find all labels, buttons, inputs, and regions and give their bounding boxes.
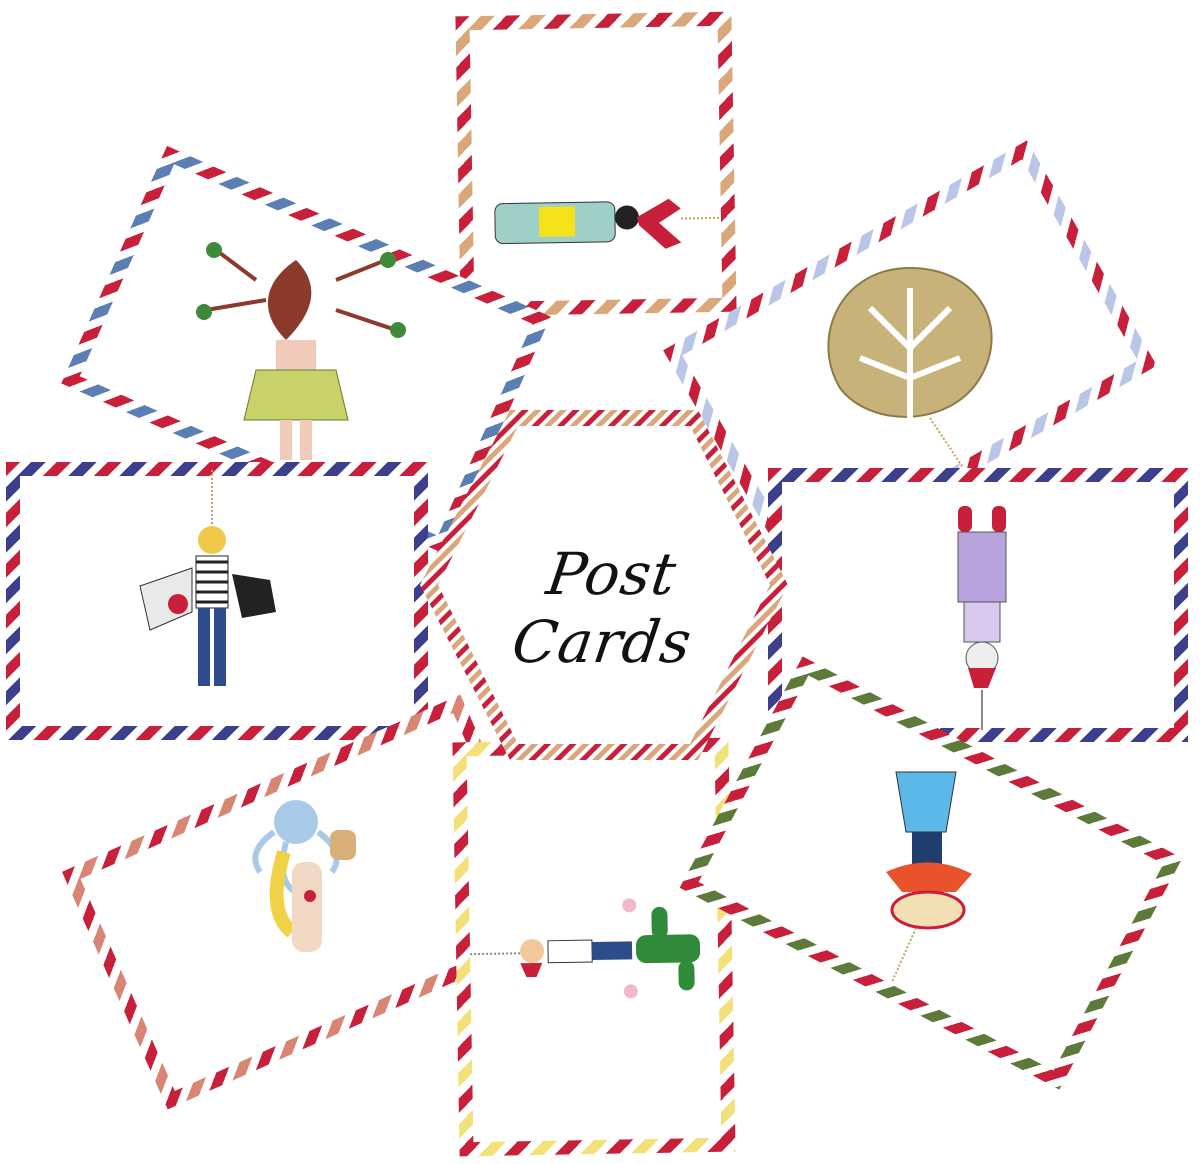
card-top-figure[interactable]	[455, 11, 737, 317]
card-hula-dancer[interactable]	[61, 145, 551, 555]
card-monstera-leaf[interactable]	[663, 140, 1157, 576]
hula-dancer-pendant-icon	[196, 242, 406, 460]
page-title: Post Cards	[508, 540, 697, 676]
card-cactus-cowboy[interactable]	[452, 737, 736, 1157]
lavender-girl-pendant-icon	[957, 506, 1007, 730]
card-octopus-swimmer[interactable]	[61, 694, 567, 1110]
monstera-leaf-pendant-icon	[827, 266, 993, 479]
octopus-swimmer-pendant-icon	[252, 800, 356, 952]
title-hexagon	[420, 410, 788, 760]
mariachi-pendant-icon	[886, 771, 972, 983]
card-sailor-cats[interactable]	[6, 462, 428, 740]
cactus-cowboy-pendant-icon	[470, 898, 701, 999]
sailor-with-cats-pendant-icon	[139, 470, 276, 686]
kimono-figure-pendant-icon	[494, 198, 719, 249]
card-mariachi[interactable]	[679, 656, 1183, 1090]
card-upside-down-girl[interactable]	[768, 468, 1188, 742]
